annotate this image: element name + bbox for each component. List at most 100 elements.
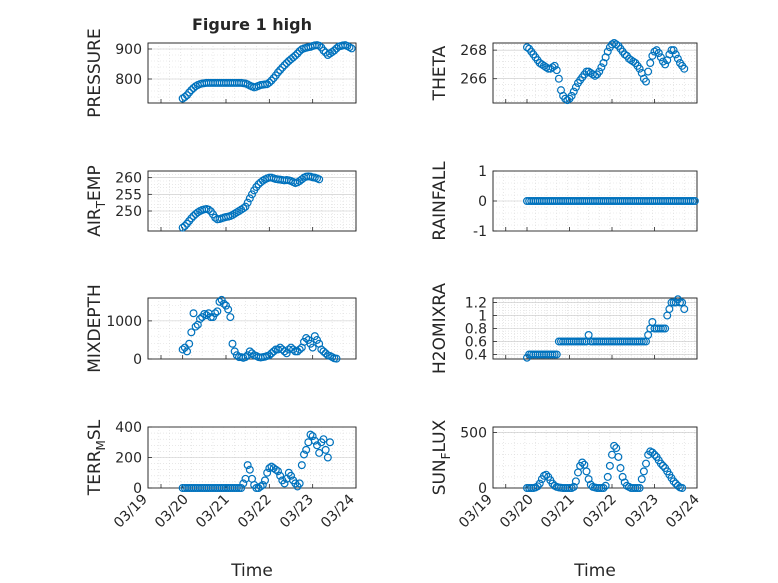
sunflux-data-point xyxy=(603,472,612,481)
terrmsl-data-point xyxy=(237,484,246,493)
rainfall-ytick-label: 1 xyxy=(478,164,487,180)
sunflux-data-point xyxy=(614,452,623,461)
h2omixra-data-point xyxy=(550,350,559,359)
sunflux-xtick-label: 03/24 xyxy=(663,491,703,531)
mixdepth-data-point xyxy=(248,349,257,358)
airtemp-data-point xyxy=(241,202,250,211)
mixdepth-data-point xyxy=(217,295,226,304)
terrmsl-data-point xyxy=(263,468,272,477)
rainfall-data-point xyxy=(690,197,699,206)
h2omixra-ytick-label: 1.2 xyxy=(465,296,487,312)
mixdepth-data-point xyxy=(226,313,235,322)
mixdepth-data-point xyxy=(213,307,222,316)
terrmsl-xtick-label: 03/19 xyxy=(111,492,151,532)
airtemp-data-point xyxy=(245,194,254,203)
mixdepth-data-point xyxy=(183,347,192,356)
terrmsl-ytick-label: 400 xyxy=(115,420,142,436)
terrmsl-data-point xyxy=(245,465,254,474)
theta-data-point xyxy=(597,63,606,72)
sunflux-data-point xyxy=(641,459,650,468)
mixdepth-data-point xyxy=(230,347,239,356)
mixdepth-data-point xyxy=(187,328,196,337)
rainfall-ylabel: RAINFALL xyxy=(430,161,450,241)
pressure-data-point xyxy=(282,59,291,68)
terrmsl-ylabel: TERRMSL xyxy=(85,419,108,496)
sunflux-axes: 0 500 03/19 03/20 03/21 03/22 03/23 03/24 Time SU… xyxy=(430,419,703,581)
h2omixra-ytick-label: 0.8 xyxy=(465,322,487,338)
sunflux-data-point xyxy=(658,461,667,470)
theta-data-point xyxy=(571,83,580,92)
pressure-data-point xyxy=(265,78,274,87)
theta-data-point xyxy=(667,46,676,55)
airtemp-ytick-label: 250 xyxy=(115,204,142,220)
sunflux-data-point xyxy=(610,441,619,450)
theta-data-point xyxy=(648,51,657,60)
theta-frame xyxy=(492,42,698,104)
sunflux-data-point xyxy=(648,448,657,457)
terrmsl-data-point xyxy=(261,476,270,485)
mixdepth-data-point xyxy=(302,334,311,343)
pressure-data-point xyxy=(267,76,276,85)
airtemp-data-point xyxy=(243,198,252,207)
terrmsl-data-point xyxy=(280,479,289,488)
mixdepth-data-point xyxy=(332,354,341,363)
theta-ylabel: THETA xyxy=(430,45,450,101)
airtemp-data-point xyxy=(248,190,257,199)
theta-data-point xyxy=(561,94,570,103)
terrmsl-data-point xyxy=(258,480,267,489)
pressure-data-point xyxy=(332,44,341,53)
h2omixra-data-point xyxy=(578,337,587,346)
terrmsl-xtick-label: 03/21 xyxy=(193,492,233,532)
mixdepth-data-point xyxy=(304,335,313,344)
sunflux-data-point xyxy=(571,477,580,486)
airtemp-data-point xyxy=(178,223,187,232)
terrmsl-ytick-label: 0 xyxy=(133,481,142,497)
theta-data-point xyxy=(563,96,572,105)
pressure-data-point xyxy=(330,46,339,55)
mixdepth-data-point xyxy=(310,332,319,341)
rainfall-axes: -1 0 1 RAINFALL xyxy=(430,161,699,241)
airtemp-data-point xyxy=(239,204,248,213)
terrmsl-data-point xyxy=(243,461,252,470)
terrmsl-data-point xyxy=(274,467,283,476)
h2omixra-data-point xyxy=(661,324,670,333)
mixdepth-data-point xyxy=(209,313,218,322)
mixdepth-data-point xyxy=(215,297,224,306)
theta-data-point xyxy=(522,43,531,52)
airtemp-data-point xyxy=(187,214,196,223)
sunflux-data-point xyxy=(639,467,648,476)
theta-data-point xyxy=(567,91,576,100)
airtemp-ylabel: AIRTEMP xyxy=(85,165,108,236)
pressure-axes: 800 900 PRESSURE xyxy=(85,28,357,118)
terrmsl-axes: 0 200 400 03/19 03/20 03/21 03/22 03/23 03/24 Tim… xyxy=(85,419,358,581)
mixdepth-data-point xyxy=(222,301,231,310)
mixdepth-data-point xyxy=(228,339,237,348)
mixdepth-ylabel: MIXDEPTH xyxy=(85,284,105,373)
theta-data-point xyxy=(569,87,578,96)
theta-data-point xyxy=(603,47,612,56)
theta-data-point xyxy=(550,61,559,70)
h2omixra-data-point xyxy=(552,350,561,359)
airtemp-ytick-label: 260 xyxy=(115,171,142,187)
sunflux-xtick-label: 03/20 xyxy=(497,492,537,532)
mixdepth-data-point xyxy=(291,347,300,356)
terrmsl-xtick-label: 03/22 xyxy=(235,492,275,532)
pressure-data-point xyxy=(187,86,196,95)
terrmsl-xtick-label: 03/24 xyxy=(318,491,358,531)
sunflux-data-point xyxy=(650,450,659,459)
pressure-data-point xyxy=(280,61,289,70)
terrmsl-data-point xyxy=(319,435,328,444)
rainfall-data-point xyxy=(686,197,695,206)
theta-data-point xyxy=(552,66,561,75)
mixdepth-data-point xyxy=(191,322,200,331)
theta-data-point xyxy=(661,60,670,69)
h2omixra-data-point xyxy=(658,324,667,333)
terrmsl-data-point xyxy=(256,482,265,491)
mixdepth-data-point xyxy=(306,339,315,348)
theta-data-point xyxy=(544,64,553,73)
sunflux-ytick-label: 500 xyxy=(460,426,487,442)
pressure-data-point xyxy=(185,88,194,97)
sunflux-data-point xyxy=(631,484,640,493)
terrmsl-data-point xyxy=(271,465,280,474)
